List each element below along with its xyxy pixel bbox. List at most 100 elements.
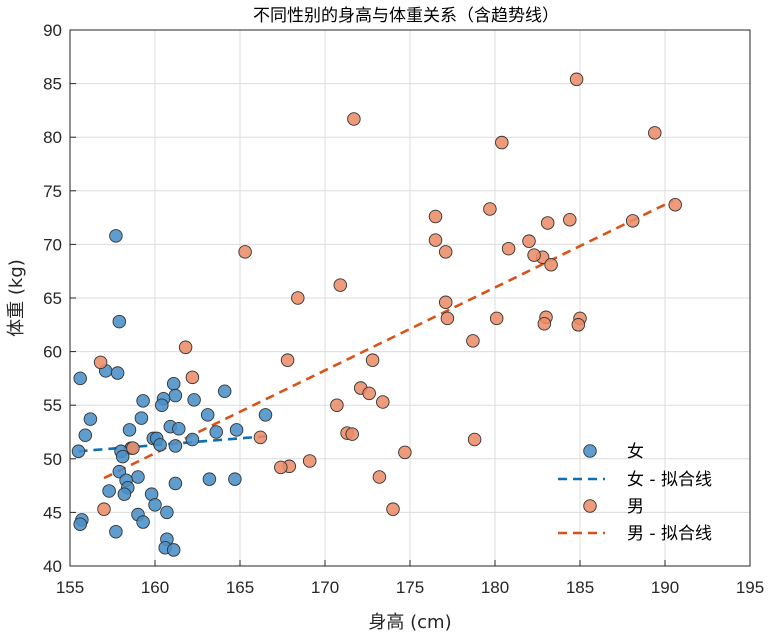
data-point [440, 311, 455, 326]
legend-marker-swatch [583, 499, 597, 513]
data-point [544, 258, 558, 272]
data-point [495, 135, 509, 150]
legend-label: 男 [627, 497, 644, 517]
data-point [428, 209, 443, 224]
data-point [168, 476, 183, 491]
data-point [563, 212, 577, 227]
data-point [483, 202, 497, 216]
data-point [148, 498, 162, 512]
data-point [522, 234, 536, 248]
data-point [217, 384, 232, 399]
x-axis-label: 身高 (cm) [368, 612, 451, 633]
data-point [253, 430, 268, 445]
data-point [187, 393, 201, 407]
data-point [202, 472, 217, 486]
data-point [228, 472, 242, 486]
data-point [126, 441, 140, 455]
data-point [122, 423, 137, 437]
data-point [93, 355, 108, 370]
data-point [438, 295, 453, 310]
x-tick-label: 175 [396, 578, 424, 597]
x-tick-label: 155 [56, 578, 84, 597]
data-point [668, 197, 682, 212]
data-point [109, 524, 123, 539]
data-point [110, 366, 125, 380]
data-point [172, 422, 186, 436]
data-point [185, 432, 200, 447]
y-tick-label: 80 [43, 128, 62, 147]
data-point [571, 318, 586, 332]
data-point [625, 214, 640, 228]
x-tick-label: 190 [651, 578, 679, 597]
data-point [136, 515, 150, 529]
legend-label: 女 [627, 442, 644, 462]
x-tick-label: 170 [311, 578, 339, 597]
x-tick-label: 185 [566, 578, 594, 597]
data-point [229, 423, 244, 437]
chart-title: 不同性别的身高与体重关系（含趋势线） [253, 6, 559, 26]
data-point [102, 484, 116, 498]
data-point [166, 377, 181, 391]
data-point [134, 411, 149, 425]
y-ticks: 40 45 50 55 60 65 70 75 80 85 90 [43, 21, 76, 576]
data-point [209, 425, 223, 439]
data-point [238, 245, 252, 259]
y-tick-label: 75 [43, 182, 62, 201]
data-point [372, 470, 387, 484]
x-ticks: 155 160 165 170 175 180 185 190 195 [56, 560, 764, 597]
data-point [117, 487, 132, 501]
data-point [280, 353, 295, 367]
y-tick-label: 55 [43, 396, 62, 415]
data-point [168, 439, 183, 453]
data-point [160, 505, 174, 520]
data-point [386, 502, 400, 516]
y-axis-label: 体重 (kg) [6, 259, 27, 337]
data-point [398, 445, 412, 460]
data-point [115, 449, 130, 464]
data-point [376, 395, 390, 409]
data-point [537, 316, 552, 331]
data-point [428, 233, 443, 247]
y-tick-label: 70 [43, 235, 62, 254]
data-point [291, 291, 305, 305]
legend-label: 男 - 拟合线 [627, 524, 712, 544]
data-point [302, 454, 317, 468]
data-point [648, 126, 662, 140]
data-point [83, 412, 98, 426]
data-point [365, 353, 380, 367]
data-point [345, 427, 359, 441]
data-point [71, 444, 86, 459]
x-tick-label: 160 [141, 578, 169, 597]
data-point [200, 408, 215, 422]
legend-label: 女 - 拟合线 [627, 470, 712, 490]
x-tick-label: 195 [736, 578, 764, 597]
y-tick-label: 90 [43, 21, 62, 40]
data-points [71, 72, 682, 557]
data-point [166, 543, 181, 557]
data-point [501, 241, 516, 256]
data-point [78, 428, 93, 442]
data-point [73, 517, 87, 531]
data-point [155, 398, 169, 412]
data-point [97, 502, 111, 516]
data-point [347, 112, 361, 126]
data-point [466, 334, 480, 348]
data-point [109, 229, 123, 243]
data-point [153, 438, 167, 452]
y-tick-label: 40 [43, 557, 62, 576]
legend-marker-swatch [583, 444, 597, 458]
data-point [540, 216, 555, 230]
x-tick-label: 180 [481, 578, 509, 597]
data-point [258, 408, 273, 422]
data-point [131, 470, 145, 484]
data-point [274, 460, 288, 475]
data-point [527, 248, 541, 262]
y-tick-label: 45 [43, 503, 62, 522]
data-point [185, 370, 200, 385]
data-point [73, 371, 87, 386]
data-point [467, 432, 482, 447]
data-point [168, 388, 183, 403]
data-point [333, 278, 348, 292]
